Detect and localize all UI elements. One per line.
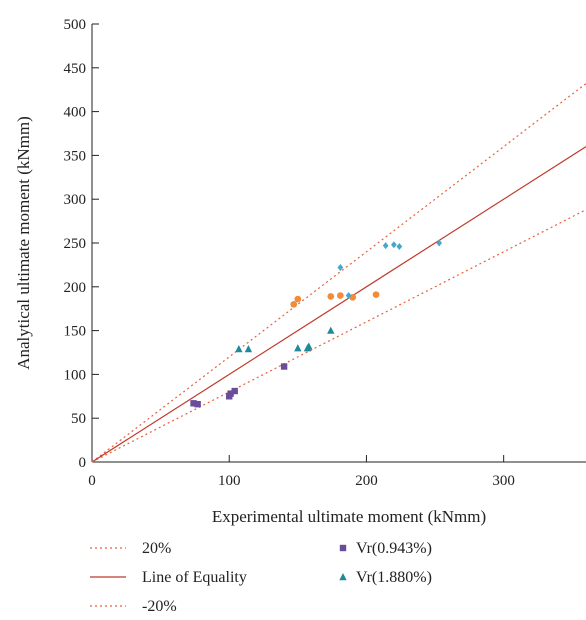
data-point [280,363,288,370]
data-point [382,242,389,250]
x-axis-label: Experimental ultimate moment (kNmm) [212,507,486,526]
data-point [436,239,443,247]
reference-line [91,146,586,463]
data-point [372,291,380,299]
y-axis-label: Analytical ultimate moment (kNmm) [14,116,33,370]
y-tick-label: 350 [64,148,87,164]
data-point [327,326,335,334]
y-tick-label: 500 [64,17,87,33]
y-tick-label: 400 [64,105,87,121]
y-tick-label: 200 [64,280,87,296]
data-points [190,239,443,408]
legend-label: 20% [142,540,171,557]
data-point [337,264,344,272]
data-point [391,241,397,249]
legend-marker-swatch [339,573,347,581]
data-point [396,242,403,251]
data-point [290,300,298,308]
legend: 20% Line of Equality -20% Vr(0.943%) Vr(1.88… [90,540,432,615]
y-tick-label: 250 [64,236,87,252]
x-tick-label: 200 [355,473,378,489]
y-tick-label: 50 [71,411,86,427]
data-point [244,344,253,353]
legend-label: Line of Equality [142,569,247,586]
data-point [231,387,238,395]
legend-marker-swatch [339,544,347,552]
legend-label: Vr(0.943%) [356,540,432,557]
data-point [294,344,302,352]
data-point [227,390,234,397]
data-point [337,292,344,299]
reference-lines [91,83,586,463]
legend-label: -20% [142,598,177,615]
reference-line [91,83,586,463]
data-point [190,400,197,407]
y-tick-label: 150 [64,324,87,340]
x-tick-label: 100 [218,473,241,489]
data-point [305,342,313,350]
data-point [235,344,243,353]
reference-line [91,209,586,463]
x-tick-label: 300 [492,473,515,489]
data-point [345,292,352,300]
legend-label: Vr(1.880%) [356,569,432,586]
y-tick-label: 100 [64,367,87,383]
data-point [327,293,335,300]
data-point [294,295,302,303]
y-tick-label: 0 [79,455,87,471]
y-tick-label: 450 [64,61,87,77]
data-point [194,400,201,408]
y-tick-label: 300 [64,192,87,208]
axes: 0 50 100 150 200 250 300 350 400 450 500 0 100 200 300 [64,17,586,489]
x-tick-label: 0 [88,473,96,489]
